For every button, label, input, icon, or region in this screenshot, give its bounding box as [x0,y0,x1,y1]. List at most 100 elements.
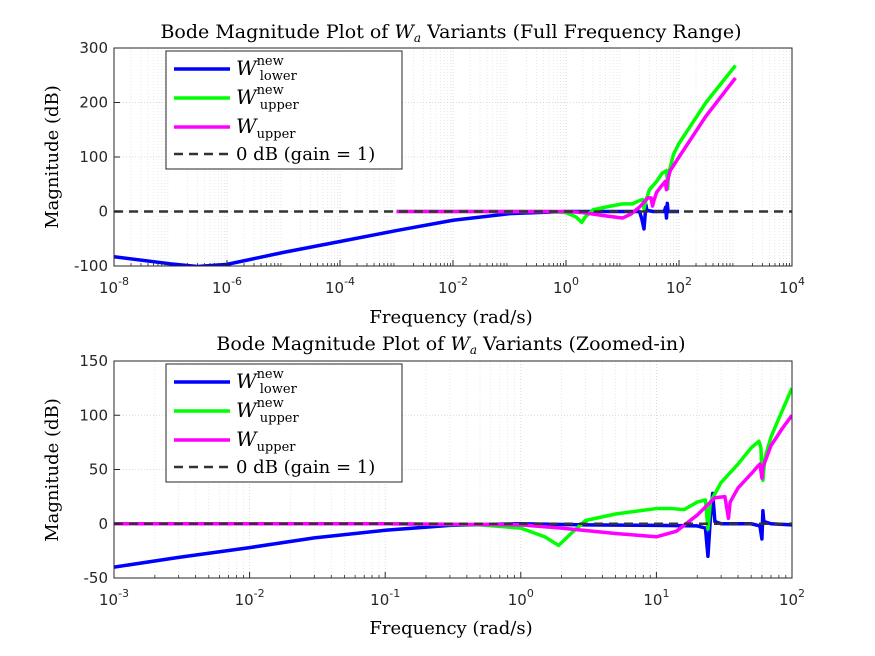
title-part: a [414,31,421,45]
y-tick-label: -50 [84,569,109,587]
legend-entry-label: Wnew lower [236,54,298,84]
legend-base: W [236,427,258,451]
legend-sup: new [257,367,284,382]
x-tick-exponent: -2 [457,275,468,288]
x-tick-base: 10 [779,591,798,609]
x-tick-label: 10-1 [370,587,400,609]
y-axis-label: Magnitude (dB) [42,398,63,542]
series-line-2 [114,414,792,539]
legend-entry-label: 0 dB (gain = 1) [236,457,375,478]
y-tick-label: 200 [79,94,108,112]
x-tick-exponent: 2 [685,275,692,288]
legend-entry-label: 0 dB (gain = 1) [236,144,375,165]
title-part: W [394,21,415,43]
x-tick-label: 10-2 [235,587,265,609]
chart-full-range: Bode Magnitude Plot of Wa Variants (Full… [42,21,805,328]
series-line-0 [114,491,792,569]
x-tick-exponent: 0 [572,275,579,288]
legend-base: W [236,398,258,422]
x-tick-exponent: -3 [118,587,129,600]
legend-sup: new [257,83,284,98]
x-tick-label: 100 [508,587,534,609]
legend-base: W [236,369,258,393]
legend-base: W [236,85,258,109]
legend-sup: new [257,396,284,411]
legend-sub: upper [260,411,300,426]
legend-sub: upper [260,98,300,113]
x-tick-base: 10 [99,279,118,297]
title-part: Bode Magnitude Plot of [216,333,450,355]
legend-sub: upper [257,440,297,455]
x-axis-label: Frequency (rad/s) [369,618,532,639]
x-tick-base: 10 [779,279,798,297]
x-tick-label: 100 [553,275,579,297]
chart-title: Bode Magnitude Plot of Wa Variants (Full… [160,21,741,45]
y-tick-label: 50 [89,461,108,479]
legend-base: W [236,56,258,80]
y-axis-label: Magnitude (dB) [42,85,63,229]
x-tick-base: 10 [370,591,389,609]
x-tick-base: 10 [508,591,527,609]
x-tick-label: 102 [779,587,805,609]
title-part: W [450,333,471,355]
legend-entry-label: Wnew upper [236,83,299,113]
x-tick-base: 10 [212,279,231,297]
x-tick-base: 10 [643,591,662,609]
series-line-2 [396,76,737,220]
y-tick-label: 150 [79,352,108,370]
x-tick-label: 10-2 [438,275,468,297]
legend-sub: upper [257,127,297,142]
y-tick-label: 100 [79,148,108,166]
x-tick-exponent: -4 [344,275,355,288]
x-tick-base: 10 [666,279,685,297]
plot-area [114,387,792,569]
x-tick-exponent: -6 [231,275,242,288]
title-part: Variants (Full Frequency Range) [421,21,741,43]
x-tick-label: 104 [779,275,805,297]
series-line-0 [114,201,679,266]
series-lines [114,387,792,569]
x-tick-label: 102 [666,275,692,297]
x-tick-exponent: -1 [389,587,400,600]
x-tick-base: 10 [235,591,254,609]
y-tick-label: 0 [98,203,108,221]
x-tick-exponent: 1 [662,587,669,600]
legend-entry-label: Wupper [236,114,296,142]
legend-sup: new [257,54,284,69]
title-part: Variants (Zoomed-in) [477,333,686,355]
x-tick-exponent: 4 [798,275,805,288]
legend-base: W [236,114,258,138]
y-tick-label: 0 [98,515,108,533]
legend-entry-label: Wnew upper [236,396,299,426]
series-lines [114,64,792,266]
y-tick-label: 300 [79,39,108,57]
x-tick-label: 10-4 [325,275,355,297]
chart-title: Bode Magnitude Plot of Wa Variants (Zoom… [216,333,685,357]
x-tick-label: 10-3 [99,587,129,609]
x-tick-label: 10-8 [99,275,129,297]
x-tick-base: 10 [99,591,118,609]
x-tick-exponent: -8 [118,275,129,288]
plot-area [114,64,792,266]
title-part: a [470,343,477,357]
x-axis-label: Frequency (rad/s) [369,307,532,328]
legend-sub: lower [260,69,298,84]
x-tick-label: 101 [643,587,669,609]
legend-entry-label: Wnew lower [236,367,298,397]
x-tick-base: 10 [325,279,344,297]
y-tick-label: -100 [74,257,108,275]
chart-zoomed-in: Bode Magnitude Plot of Wa Variants (Zoom… [42,333,805,639]
y-tick-label: 100 [79,406,108,424]
legend-sub: lower [260,382,298,397]
x-tick-exponent: 0 [527,587,534,600]
x-tick-base: 10 [553,279,572,297]
x-tick-base: 10 [438,279,457,297]
x-tick-exponent: 2 [798,587,805,600]
x-tick-exponent: -2 [254,587,265,600]
title-part: Bode Magnitude Plot of [160,21,394,43]
